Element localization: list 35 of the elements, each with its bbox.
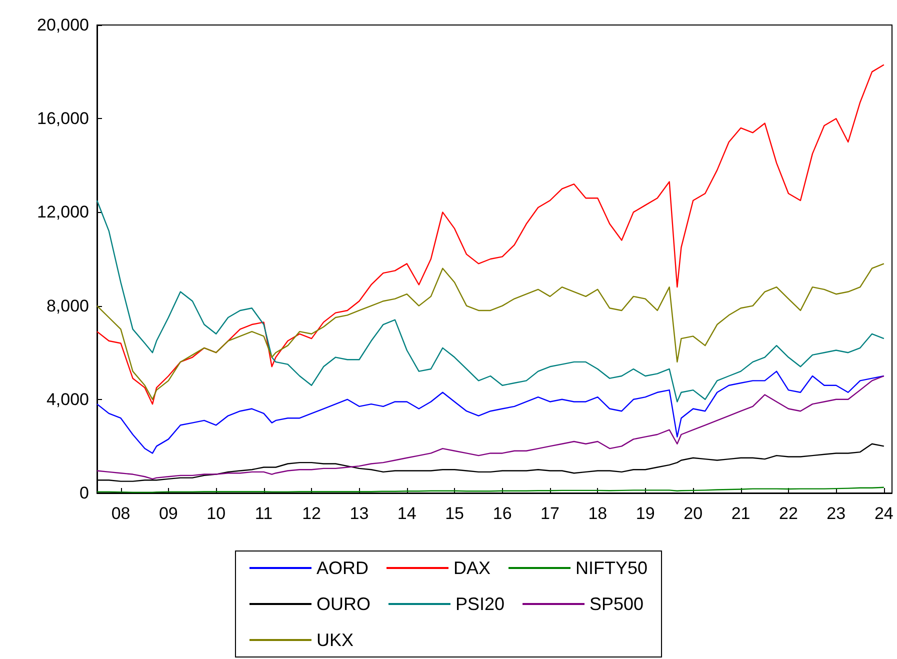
x-tick-label: 13: [350, 504, 369, 523]
legend-label: OURO: [316, 594, 370, 614]
legend-label: PSI20: [455, 594, 505, 614]
x-tick-label: 23: [826, 504, 846, 523]
line-series: [96, 64, 885, 405]
y-tick-label: 20,000: [37, 16, 89, 34]
x-tick-label: 08: [111, 504, 130, 523]
line-series: [96, 263, 885, 400]
line-series: [96, 370, 885, 454]
y-tick-label: 4,000: [46, 390, 89, 409]
legend-label: UKX: [316, 630, 354, 650]
x-tick-label: 09: [158, 504, 178, 523]
x-tick-label: 20: [684, 504, 703, 523]
x-tick-label: 14: [397, 504, 416, 523]
legend-label: AORD: [316, 558, 368, 578]
x-tick-label: 21: [731, 504, 750, 523]
x-tick-label: 24: [874, 504, 894, 523]
x-tick-label: 11: [254, 504, 273, 523]
x-tick-label: 19: [636, 504, 655, 523]
legend-label: SP500: [590, 594, 644, 614]
y-tick-label: 0: [80, 484, 89, 502]
legend-label: NIFTY50: [576, 558, 648, 578]
line-series: [96, 200, 885, 402]
x-tick-label: 10: [206, 504, 226, 523]
legend-label: DAX: [453, 558, 491, 578]
y-tick-label: 12,000: [37, 202, 89, 222]
x-tick-label: 17: [540, 504, 560, 523]
x-tick-label: 18: [588, 504, 608, 523]
line-series: [96, 375, 885, 480]
y-tick-label: 8,000: [46, 296, 89, 316]
x-tick-label: 12: [302, 504, 322, 523]
x-tick-label: 22: [778, 504, 798, 523]
y-tick-label: 16,000: [37, 109, 89, 128]
x-tick-label: 16: [492, 504, 512, 523]
x-tick-label: 15: [445, 504, 464, 523]
